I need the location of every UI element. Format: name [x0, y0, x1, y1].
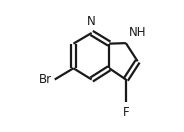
Text: N: N — [87, 15, 96, 28]
Text: NH: NH — [129, 26, 146, 39]
Text: Br: Br — [39, 73, 52, 86]
Text: F: F — [123, 106, 129, 119]
